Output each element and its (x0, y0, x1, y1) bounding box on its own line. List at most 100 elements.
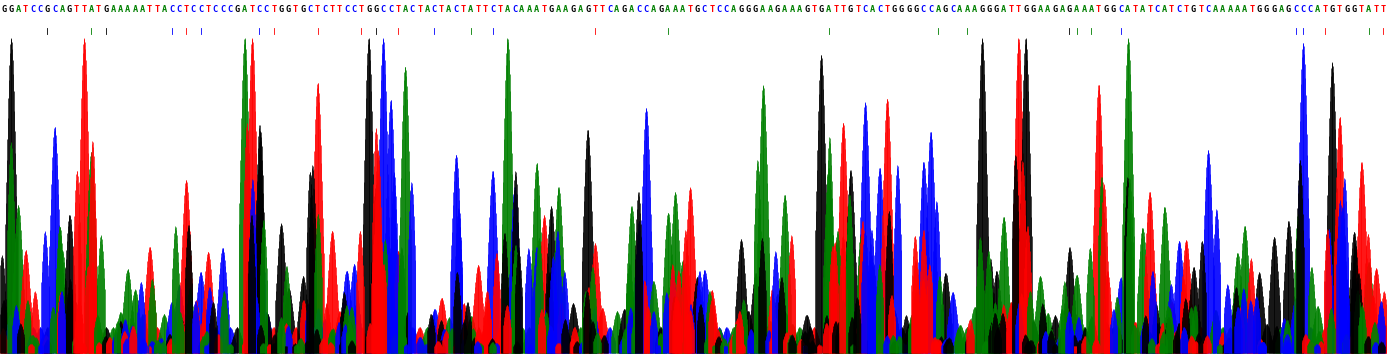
Text: A: A (402, 5, 408, 14)
Text: A: A (666, 5, 670, 14)
Text: G: G (67, 5, 72, 14)
Text: C: C (221, 5, 225, 14)
Text: C: C (928, 5, 933, 14)
Text: A: A (15, 5, 21, 14)
Text: T: T (1096, 5, 1101, 14)
Text: G: G (986, 5, 992, 14)
Text: C: C (257, 5, 262, 14)
Text: A: A (556, 5, 562, 14)
Text: A: A (1241, 5, 1247, 14)
Text: T: T (856, 5, 860, 14)
Text: G: G (979, 5, 985, 14)
Text: A: A (1140, 5, 1146, 14)
Text: G: G (279, 5, 284, 14)
Text: T: T (82, 5, 86, 14)
Text: A: A (870, 5, 875, 14)
Text: C: C (308, 5, 313, 14)
Text: A: A (628, 5, 634, 14)
Text: G: G (695, 5, 700, 14)
Text: A: A (1315, 5, 1320, 14)
Text: T: T (183, 5, 189, 14)
Text: C: C (921, 5, 927, 14)
Text: T: T (592, 5, 598, 14)
Text: T: T (74, 5, 79, 14)
Text: G: G (44, 5, 50, 14)
Text: C: C (877, 5, 882, 14)
Text: A: A (796, 5, 802, 14)
Text: A: A (1366, 5, 1372, 14)
Text: T: T (154, 5, 160, 14)
Text: T: T (460, 5, 466, 14)
Text: C: C (1154, 5, 1160, 14)
Text: G: G (775, 5, 779, 14)
Text: T: T (1147, 5, 1153, 14)
Text: C: C (490, 5, 495, 14)
Text: G: G (234, 5, 240, 14)
Text: G: G (892, 5, 897, 14)
Text: G: G (818, 5, 824, 14)
Text: A: A (651, 5, 656, 14)
Text: C: C (431, 5, 437, 14)
Text: C: C (380, 5, 386, 14)
Text: A: A (469, 5, 473, 14)
Text: G: G (657, 5, 663, 14)
Text: A: A (957, 5, 963, 14)
Text: A: A (731, 5, 736, 14)
Text: A: A (505, 5, 510, 14)
Text: T: T (205, 5, 211, 14)
Text: A: A (519, 5, 524, 14)
Text: A: A (1074, 5, 1079, 14)
Text: A: A (89, 5, 94, 14)
Text: G: G (621, 5, 627, 14)
Text: A: A (1037, 5, 1043, 14)
Text: A: A (782, 5, 788, 14)
Text: G: G (738, 5, 743, 14)
Text: T: T (359, 5, 363, 14)
Text: A: A (563, 5, 569, 14)
Text: T: T (1183, 5, 1189, 14)
Text: G: G (994, 5, 999, 14)
Text: C: C (1118, 5, 1123, 14)
Text: A: A (1082, 5, 1086, 14)
Text: T: T (96, 5, 101, 14)
Text: T: T (476, 5, 481, 14)
Text: C: C (409, 5, 415, 14)
Text: G: G (570, 5, 576, 14)
Text: A: A (1060, 5, 1065, 14)
Text: C: C (950, 5, 956, 14)
Text: C: C (724, 5, 730, 14)
Text: A: A (1001, 5, 1007, 14)
Text: G: G (1024, 5, 1028, 14)
Text: G: G (943, 5, 947, 14)
Text: T: T (599, 5, 605, 14)
Text: A: A (614, 5, 620, 14)
Text: G: G (373, 5, 379, 14)
Text: T: T (541, 5, 546, 14)
Text: T: T (834, 5, 839, 14)
Text: G: G (1257, 5, 1262, 14)
Text: G: G (1031, 5, 1036, 14)
Text: T: T (147, 5, 153, 14)
Text: G: G (1330, 5, 1334, 14)
Text: C: C (644, 5, 649, 14)
Text: T: T (483, 5, 488, 14)
Text: A: A (424, 5, 430, 14)
Text: A: A (111, 5, 115, 14)
Text: G: G (1191, 5, 1196, 14)
Text: C: C (702, 5, 707, 14)
Text: A: A (964, 5, 970, 14)
Text: G: G (906, 5, 911, 14)
Text: T: T (498, 5, 502, 14)
Text: A: A (1221, 5, 1225, 14)
Text: G: G (366, 5, 372, 14)
Text: G: G (548, 5, 553, 14)
Text: A: A (1089, 5, 1094, 14)
Text: G: G (103, 5, 108, 14)
Text: G: G (914, 5, 918, 14)
Text: A: A (1234, 5, 1240, 14)
Text: A: A (527, 5, 531, 14)
Text: A: A (118, 5, 123, 14)
Text: A: A (125, 5, 130, 14)
Text: G: G (585, 5, 591, 14)
Text: C: C (717, 5, 721, 14)
